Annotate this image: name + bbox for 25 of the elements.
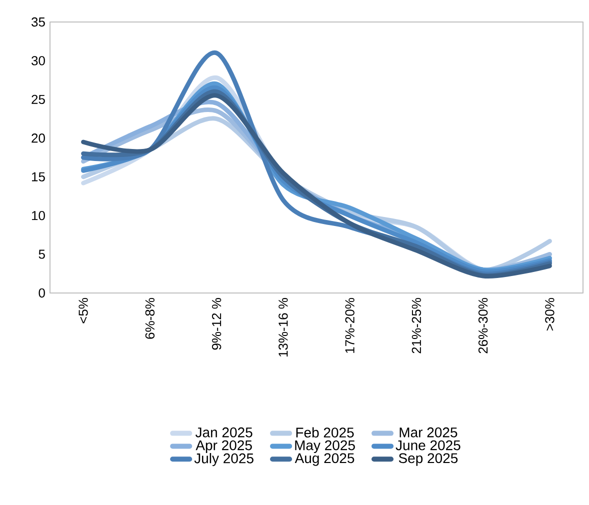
x-tick-label: 6%-8% bbox=[145, 298, 155, 339]
legend-label: Apr 2025 bbox=[196, 440, 252, 454]
legend-label: Aug 2025 bbox=[294, 453, 354, 466]
y-tick-label: 30 bbox=[32, 56, 45, 66]
x-tick-label: <5% bbox=[78, 298, 88, 324]
y-tick-label: 10 bbox=[32, 210, 45, 220]
x-tick-label: 9%-12 % bbox=[212, 298, 222, 350]
y-tick-label: 25 bbox=[32, 94, 45, 104]
x-tick-label: >30% bbox=[545, 298, 554, 330]
y-tick-label: 20 bbox=[32, 134, 45, 143]
legend-label: Jan 2025 bbox=[195, 427, 252, 438]
legend-label: Mar 2025 bbox=[400, 427, 458, 438]
y-tick-label: 15 bbox=[32, 172, 45, 182]
x-tick-label: 21%-25% bbox=[412, 298, 422, 354]
legend-label: Feb 2025 bbox=[296, 427, 354, 438]
legend-label: May 2025 bbox=[295, 440, 355, 454]
legend-label: July 2025 bbox=[194, 453, 254, 466]
legend-label: Sep 2025 bbox=[398, 453, 458, 466]
x-tick-label: 13%-16 % bbox=[278, 298, 288, 357]
y-tick-label: 0 bbox=[38, 288, 45, 298]
y-tick-label: 35 bbox=[32, 17, 45, 27]
x-tick-label: 17%-20% bbox=[345, 298, 354, 353]
legend-label: June 2025 bbox=[396, 440, 460, 450]
y-tick-label: 5 bbox=[38, 250, 45, 259]
x-tick-label: 26%-30% bbox=[478, 298, 488, 354]
